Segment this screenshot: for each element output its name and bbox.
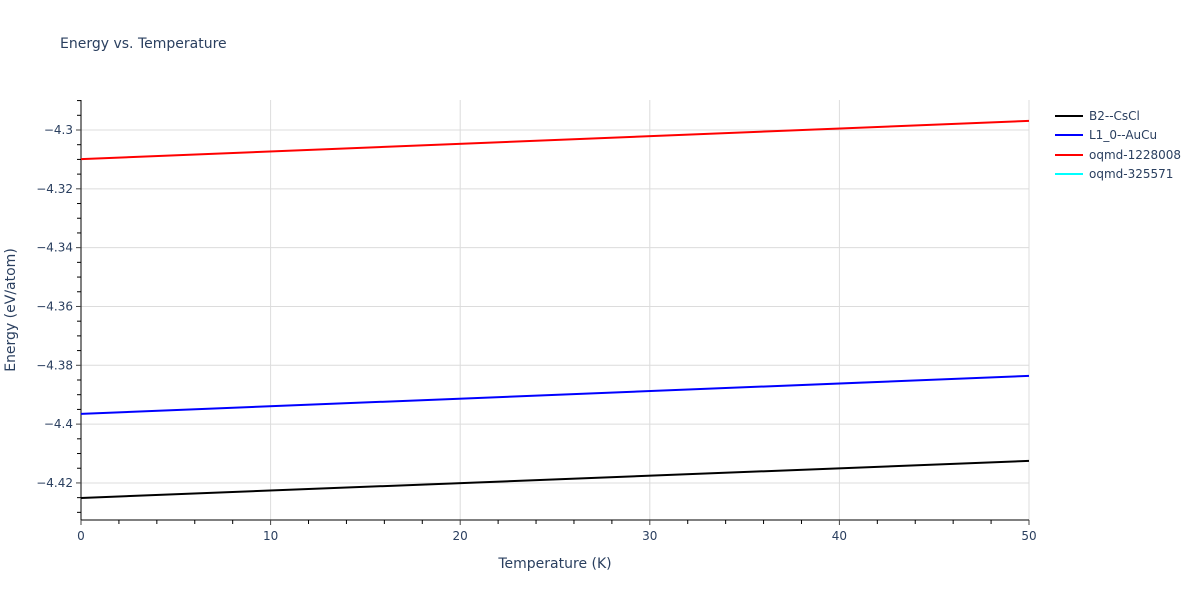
legend-label: B2--CsCl [1089,108,1140,123]
legend-item-oqmd-325571[interactable]: oqmd-325571 [1055,165,1181,185]
line-swatch-icon [1055,153,1083,156]
legend: B2--CsCl L1_0--AuCu oqmd-1228008 oqmd-32… [1055,106,1181,184]
x-tick-label: 0 [77,529,85,543]
y-tick-label: −4.42 [36,476,73,490]
x-tick-label: 30 [642,529,657,543]
x-tick-label: 40 [832,529,847,543]
x-tick-label: 50 [1021,529,1036,543]
line-swatch-icon [1055,114,1083,117]
x-tick-label: 10 [263,529,278,543]
legend-item-oqmd-1228008[interactable]: oqmd-1228008 [1055,145,1181,165]
series-line-l1-0-aucu[interactable] [80,374,1030,415]
y-tick-label: −4.3 [44,123,73,137]
legend-item-l10-aucu[interactable]: L1_0--AuCu [1055,126,1181,146]
y-axis-title: Energy (eV/atom) [3,248,19,372]
legend-label: oqmd-1228008 [1089,147,1182,162]
legend-item-b2-cscl[interactable]: B2--CsCl [1055,106,1181,126]
y-tick-label: −4.36 [36,299,73,313]
chart-title: Energy vs. Temperature [60,36,227,52]
line-swatch-icon [1055,134,1083,137]
y-tick-label: −4.38 [36,358,73,372]
x-tick-label: 20 [453,529,468,543]
y-tick-label: −4.4 [44,417,73,431]
series-line-b2-cscl[interactable] [80,459,1030,499]
y-tick-label: −4.32 [36,182,73,196]
legend-label: oqmd-325571 [1089,167,1174,182]
y-tick-label: −4.34 [36,241,73,255]
series-line-oqmd-1228008[interactable] [80,119,1030,161]
line-swatch-icon [1055,173,1083,176]
x-axis-title: Temperature (K) [497,556,611,572]
legend-label: L1_0--AuCu [1089,128,1158,143]
